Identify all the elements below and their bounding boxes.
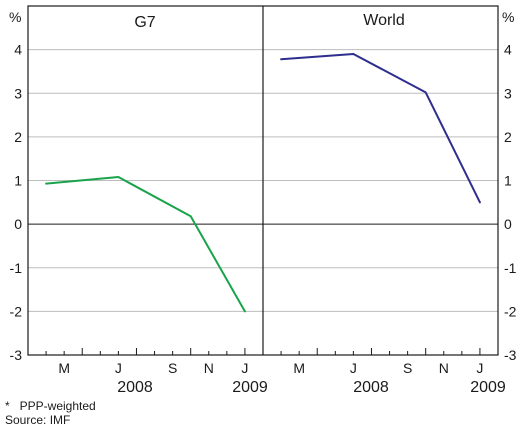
year-label-right-2008: 2008 (353, 379, 389, 396)
x-tick-label-right: J (476, 360, 483, 376)
y-tick-label-left: 1 (14, 173, 22, 189)
x-tick-label-right: M (293, 360, 305, 376)
y-unit-left: % (9, 9, 21, 25)
panel-title-world: World (363, 12, 405, 29)
y-tick-label-right: 2 (504, 129, 512, 145)
x-tick-label-left: S (168, 360, 177, 376)
x-tick-label-left: N (204, 360, 214, 376)
y-tick-label-right: -3 (504, 347, 517, 363)
series-line-g7 (45, 176, 246, 313)
y-tick-label-right: 3 (504, 85, 512, 101)
x-tick-label-left: J (241, 360, 248, 376)
series-lines (45, 53, 481, 313)
x-tick-label-right: S (403, 360, 412, 376)
y-tick-label-left: 2 (14, 129, 22, 145)
y-tick-label-left: 0 (14, 216, 22, 232)
x-tick-label-left: J (115, 360, 122, 376)
year-label-right-2009: 2009 (470, 379, 506, 396)
y-tick-label-right: 1 (504, 173, 512, 189)
year-label-left-2008: 2008 (117, 379, 153, 396)
series-line-world (280, 53, 481, 204)
panel-title-g7: G7 (134, 14, 155, 31)
y-tick-label-left: -1 (10, 260, 23, 276)
y-tick-label-right: 0 (504, 216, 512, 232)
y-tick-labels: -3 -3 -2 -2 -1 -1 0 0 1 1 2 2 3 3 4 4 (10, 42, 517, 363)
x-tick-label-left: M (58, 360, 70, 376)
source-note: Source: IMF (5, 413, 70, 427)
y-tick-label-right: -2 (504, 303, 517, 319)
y-tick-label-right: -1 (504, 260, 517, 276)
y-unit-right: % (502, 9, 514, 25)
y-tick-label-left: -3 (10, 347, 23, 363)
y-tick-label-right: 4 (504, 42, 512, 58)
footnote: * PPP-weighted (5, 399, 96, 413)
y-tick-label-left: 3 (14, 85, 22, 101)
x-tick-label-right: N (439, 360, 449, 376)
year-label-left-2009: 2009 (232, 379, 268, 396)
x-tick-label-right: J (350, 360, 357, 376)
y-tick-label-left: -2 (10, 303, 23, 319)
y-tick-label-left: 4 (14, 42, 22, 58)
